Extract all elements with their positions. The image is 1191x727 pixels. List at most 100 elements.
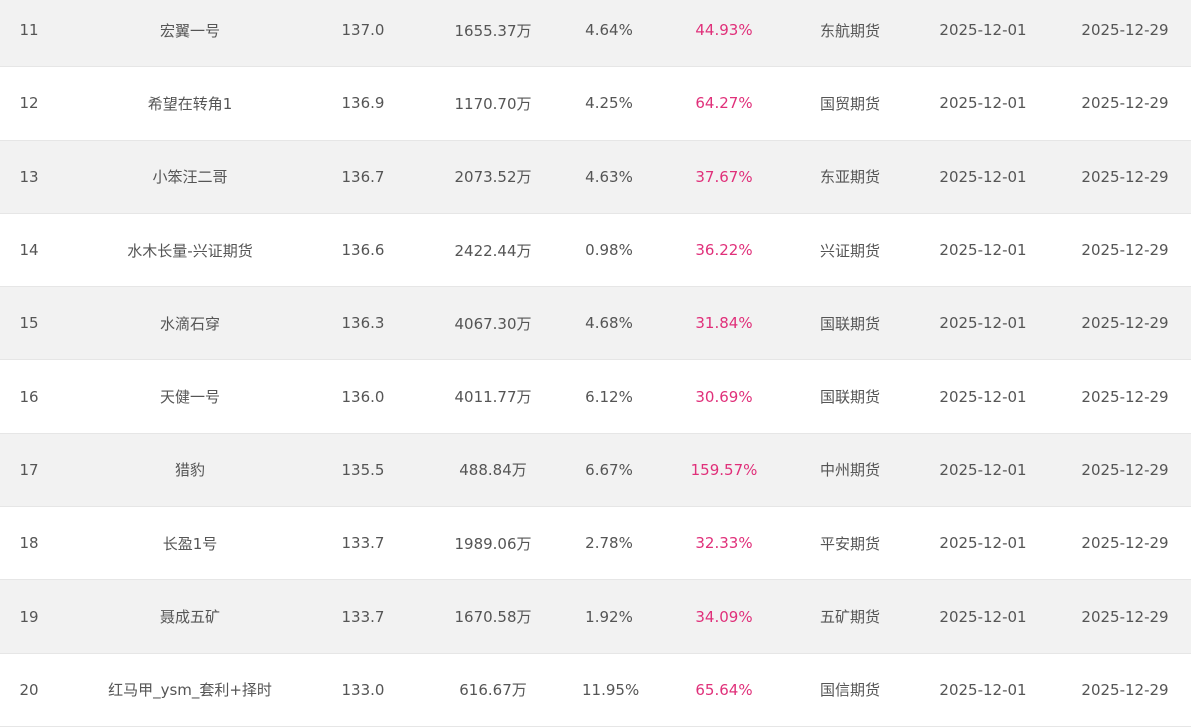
score-cell: 136.9 bbox=[341, 94, 385, 113]
drawdown-cell: 2.78% bbox=[585, 534, 633, 553]
end-date-cell: 2025-12-29 bbox=[1081, 607, 1169, 626]
name-cell[interactable]: 红马甲_ysm_套利+择时 bbox=[108, 681, 272, 700]
name-cell[interactable]: 猎豹 bbox=[174, 461, 205, 480]
score-cell: 136.0 bbox=[341, 387, 385, 406]
equity-cell: 2073.52万 bbox=[454, 168, 532, 187]
drawdown-cell: 0.98% bbox=[585, 241, 633, 260]
score-cell: 133.7 bbox=[341, 534, 385, 553]
table-row[interactable]: 15 水滴石穿 136.3 4067.30万 4.68% 31.84% 国联期货… bbox=[0, 287, 1191, 361]
table-row[interactable]: 12 希望在转角1 136.9 1170.70万 4.25% 64.27% 国贸… bbox=[0, 67, 1191, 141]
table-row[interactable]: 16 天健一号 136.0 4011.77万 6.12% 30.69% 国联期货… bbox=[0, 360, 1191, 434]
drawdown-cell: 4.25% bbox=[585, 94, 633, 113]
broker-cell: 五矿期货 bbox=[819, 608, 880, 627]
rank-cell: 13 bbox=[19, 167, 39, 186]
rank-cell: 17 bbox=[19, 460, 39, 479]
score-cell: 136.7 bbox=[341, 167, 385, 186]
broker-cell: 国信期货 bbox=[819, 681, 880, 700]
return-cell: 31.84% bbox=[695, 314, 753, 333]
score-cell: 136.6 bbox=[341, 241, 385, 260]
start-date-cell: 2025-12-01 bbox=[939, 680, 1027, 699]
broker-cell: 兴证期货 bbox=[819, 241, 880, 260]
rank-cell: 18 bbox=[19, 534, 39, 553]
end-date-cell: 2025-12-29 bbox=[1081, 94, 1169, 113]
name-cell[interactable]: 水滴石穿 bbox=[159, 314, 220, 333]
broker-cell: 中州期货 bbox=[819, 461, 880, 480]
table-row[interactable]: 17 猎豹 135.5 488.84万 6.67% 159.57% 中州期货 2… bbox=[0, 433, 1191, 508]
return-cell: 37.67% bbox=[695, 167, 753, 186]
rank-cell: 12 bbox=[19, 94, 39, 113]
drawdown-cell: 6.12% bbox=[585, 387, 633, 406]
rank-cell: 14 bbox=[19, 241, 39, 260]
return-cell: 44.93% bbox=[695, 21, 753, 40]
equity-cell: 616.67万 bbox=[459, 681, 527, 700]
return-cell: 36.22% bbox=[695, 241, 753, 260]
start-date-cell: 2025-12-01 bbox=[939, 94, 1027, 113]
end-date-cell: 2025-12-29 bbox=[1081, 167, 1169, 186]
end-date-cell: 2025-12-29 bbox=[1081, 314, 1169, 333]
return-cell: 34.09% bbox=[695, 607, 753, 626]
score-cell: 133.7 bbox=[341, 607, 385, 626]
table-row[interactable]: 19 聂成五矿 133.7 1670.58万 1.92% 34.09% 五矿期货… bbox=[0, 580, 1191, 654]
broker-cell: 国联期货 bbox=[819, 388, 880, 407]
return-cell: 65.64% bbox=[695, 680, 753, 699]
start-date-cell: 2025-12-01 bbox=[939, 167, 1027, 186]
equity-cell: 1170.70万 bbox=[454, 94, 532, 113]
name-cell[interactable]: 天健一号 bbox=[159, 388, 220, 407]
return-cell: 32.33% bbox=[695, 534, 753, 553]
end-date-cell: 2025-12-29 bbox=[1081, 534, 1169, 553]
table-row[interactable]: 18 长盈1号 133.7 1989.06万 2.78% 32.33% 平安期货… bbox=[0, 507, 1191, 581]
end-date-cell: 2025-12-29 bbox=[1081, 387, 1169, 406]
start-date-cell: 2025-12-01 bbox=[939, 607, 1027, 626]
end-date-cell: 2025-12-29 bbox=[1081, 680, 1169, 699]
broker-cell: 国贸期货 bbox=[819, 94, 880, 113]
name-cell[interactable]: 长盈1号 bbox=[162, 534, 218, 553]
broker-cell: 东航期货 bbox=[819, 21, 880, 40]
score-cell: 133.0 bbox=[341, 680, 385, 699]
return-cell: 64.27% bbox=[695, 94, 753, 113]
drawdown-cell: 11.95% bbox=[582, 680, 640, 699]
table-row[interactable]: 11 宏翼一号 137.0 1655.37万 4.64% 44.93% 东航期货… bbox=[0, 0, 1191, 68]
drawdown-cell: 6.67% bbox=[585, 460, 633, 479]
equity-cell: 4011.77万 bbox=[454, 388, 532, 407]
return-cell: 30.69% bbox=[695, 387, 753, 406]
start-date-cell: 2025-12-01 bbox=[939, 534, 1027, 553]
name-cell[interactable]: 小笨汪二哥 bbox=[152, 168, 228, 187]
score-cell: 136.3 bbox=[341, 314, 385, 333]
start-date-cell: 2025-12-01 bbox=[939, 314, 1027, 333]
equity-cell: 2422.44万 bbox=[454, 241, 532, 260]
equity-cell: 1655.37万 bbox=[454, 21, 532, 40]
equity-cell: 488.84万 bbox=[459, 461, 527, 480]
start-date-cell: 2025-12-01 bbox=[939, 21, 1027, 40]
equity-cell: 1670.58万 bbox=[454, 608, 532, 627]
table-row[interactable]: 14 水木长量-兴证期货 136.6 2422.44万 0.98% 36.22%… bbox=[0, 214, 1191, 288]
drawdown-cell: 1.92% bbox=[585, 607, 633, 626]
start-date-cell: 2025-12-01 bbox=[939, 241, 1027, 260]
name-cell[interactable]: 聂成五矿 bbox=[159, 608, 220, 627]
equity-cell: 1989.06万 bbox=[454, 534, 532, 553]
drawdown-cell: 4.63% bbox=[585, 167, 633, 186]
rank-cell: 19 bbox=[19, 607, 39, 626]
drawdown-cell: 4.64% bbox=[585, 21, 633, 40]
score-cell: 137.0 bbox=[341, 21, 385, 40]
name-cell[interactable]: 水木长量-兴证期货 bbox=[127, 241, 253, 260]
name-cell[interactable]: 宏翼一号 bbox=[159, 21, 220, 40]
end-date-cell: 2025-12-29 bbox=[1081, 241, 1169, 260]
table-row[interactable]: 20 红马甲_ysm_套利+择时 133.0 616.67万 11.95% 65… bbox=[0, 654, 1191, 727]
rank-cell: 11 bbox=[19, 21, 39, 40]
start-date-cell: 2025-12-01 bbox=[939, 460, 1027, 479]
rank-cell: 16 bbox=[19, 387, 39, 406]
score-cell: 135.5 bbox=[341, 460, 385, 479]
broker-cell: 东亚期货 bbox=[819, 168, 880, 187]
end-date-cell: 2025-12-29 bbox=[1081, 460, 1169, 479]
equity-cell: 4067.30万 bbox=[454, 314, 532, 333]
table-row[interactable]: 13 小笨汪二哥 136.7 2073.52万 4.63% 37.67% 东亚期… bbox=[0, 140, 1191, 214]
end-date-cell: 2025-12-29 bbox=[1081, 21, 1169, 40]
rank-cell: 15 bbox=[19, 314, 39, 333]
broker-cell: 国联期货 bbox=[819, 314, 880, 333]
return-cell: 159.57% bbox=[690, 460, 758, 479]
broker-cell: 平安期货 bbox=[819, 534, 880, 553]
drawdown-cell: 4.68% bbox=[585, 314, 633, 333]
name-cell[interactable]: 希望在转角1 bbox=[147, 94, 233, 113]
start-date-cell: 2025-12-01 bbox=[939, 387, 1027, 406]
